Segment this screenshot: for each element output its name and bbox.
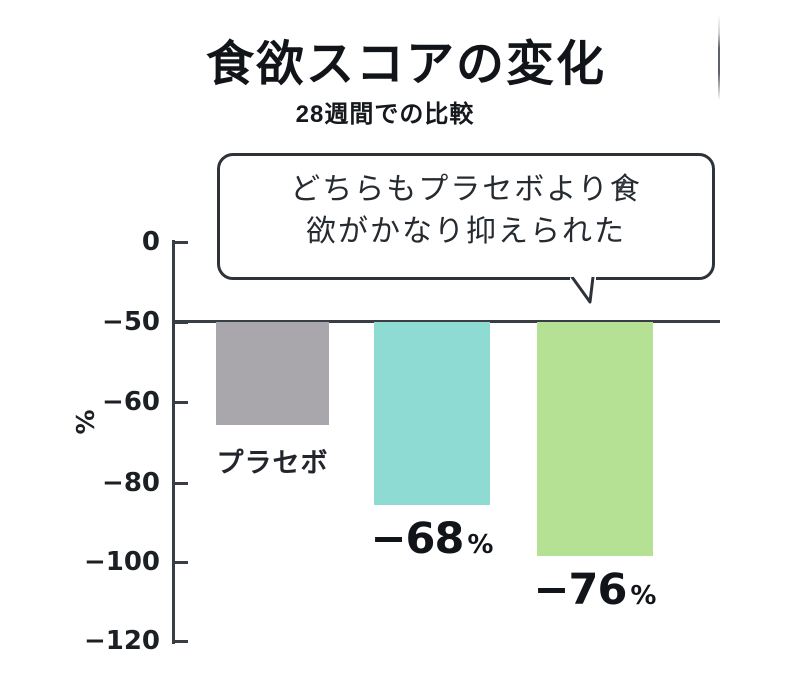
y-axis-tick-label: −50 [102,307,160,337]
speech-bubble-tail [570,277,596,304]
bar-value-percent-sign: % [630,581,657,611]
baseline-rule [172,319,720,323]
annotation-line-1: どちらもプラセボより食 [290,173,642,206]
y-axis-tick-mark [172,240,188,244]
bar-category-label: プラセボ [216,448,329,478]
y-axis-tick-label: −80 [102,468,160,498]
bar-value-number: −76 [533,565,628,615]
chart-title: 食欲スコアの変化 [205,38,606,91]
bar-treatment-1 [374,322,490,505]
bar-placebo [216,322,329,425]
screen-edge-artifact-line [718,14,720,100]
y-axis-tick-label: −120 [83,626,160,656]
y-axis-tick-mark [172,639,188,643]
y-axis-tick-label: −100 [83,547,160,577]
y-axis-line [172,240,175,644]
chart-subtitle: 28週間での比較 [295,101,475,128]
bar-value-number: −68 [370,514,465,564]
y-axis-tick-label: 0 [141,227,160,257]
bar-value-label: −76% [485,565,705,615]
y-axis-tick-label: −60 [102,387,160,417]
annotation-line-2: 欲がかなり抑えられた [306,215,626,248]
bar-value-label: −68% [322,514,542,564]
annotation-speech-bubble: どちらもプラセボより食 欲がかなり抑えられた [217,153,715,280]
bar-value-percent-sign: % [467,530,494,560]
y-axis-tick-mark [172,400,188,404]
y-axis-tick-mark [172,560,188,564]
bar-treatment-2 [537,322,653,556]
y-axis-tick-mark [172,481,188,485]
